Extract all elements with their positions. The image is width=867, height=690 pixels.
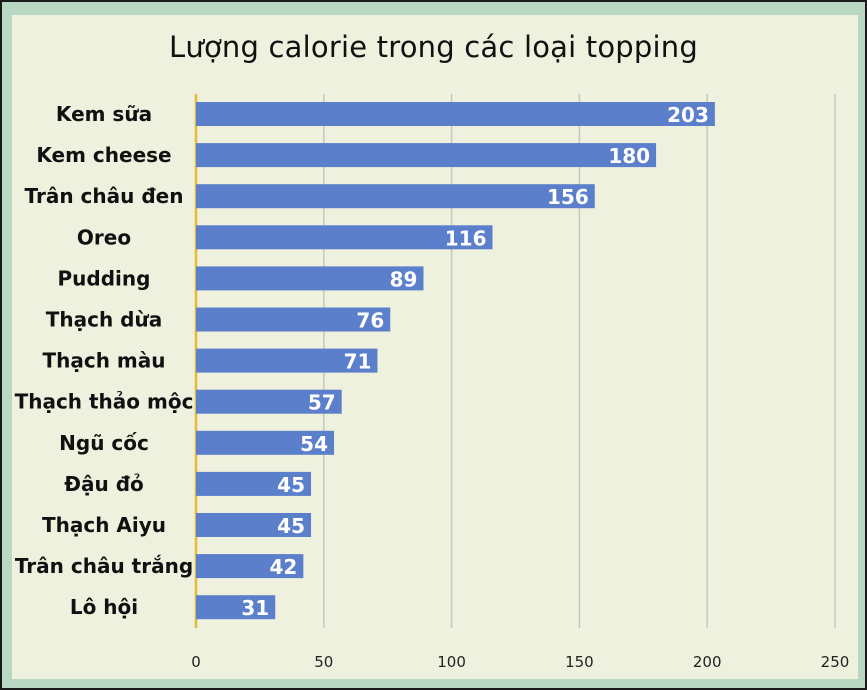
data-label: 76 — [356, 309, 384, 333]
category-label: Kem sữa — [56, 102, 152, 126]
chart-title: Lượng calorie trong các loại topping — [169, 30, 698, 64]
data-label: 71 — [344, 350, 372, 374]
data-label: 54 — [300, 432, 328, 456]
data-label: 89 — [390, 267, 418, 291]
bar — [196, 102, 715, 126]
bar — [196, 513, 312, 537]
bar — [196, 389, 342, 414]
x-tick-label: 250 — [821, 653, 850, 671]
data-label: 57 — [308, 391, 336, 415]
category-label: Thạch thảo mộc — [15, 390, 194, 414]
x-tick-label: 0 — [191, 653, 201, 671]
data-label: 42 — [270, 555, 298, 579]
bar — [196, 184, 595, 209]
x-tick-label: 150 — [565, 653, 594, 671]
bar — [196, 348, 378, 373]
category-label: Thạch dừa — [46, 308, 162, 332]
category-label: Thạch Aiyu — [42, 513, 166, 537]
category-label: Trân châu trắng — [15, 554, 193, 578]
category-label: Trân châu đen — [25, 184, 184, 208]
x-tick-label: 50 — [314, 653, 333, 671]
data-label: 31 — [241, 596, 269, 620]
data-label: 203 — [667, 103, 709, 127]
data-label: 156 — [547, 185, 589, 209]
bar — [196, 266, 424, 291]
x-tick-label: 100 — [437, 653, 466, 671]
data-label: 180 — [608, 144, 650, 168]
bar — [196, 554, 304, 579]
data-label: 116 — [445, 226, 487, 250]
category-label: Ngũ cốc — [59, 431, 149, 455]
x-tick-label: 200 — [693, 653, 722, 671]
bar — [196, 307, 391, 332]
bar — [196, 430, 335, 455]
bar — [196, 143, 657, 168]
category-label: Kem cheese — [36, 143, 171, 167]
bar — [196, 471, 312, 496]
category-label: Đậu đỏ — [64, 472, 144, 496]
data-label: 45 — [277, 473, 305, 497]
bar — [196, 595, 276, 620]
category-label: Thạch màu — [42, 349, 165, 373]
category-label: Oreo — [77, 225, 131, 249]
data-label: 45 — [277, 514, 305, 538]
category-label: Lô hội — [70, 595, 138, 619]
category-label: Pudding — [58, 266, 151, 290]
bar — [196, 225, 493, 250]
